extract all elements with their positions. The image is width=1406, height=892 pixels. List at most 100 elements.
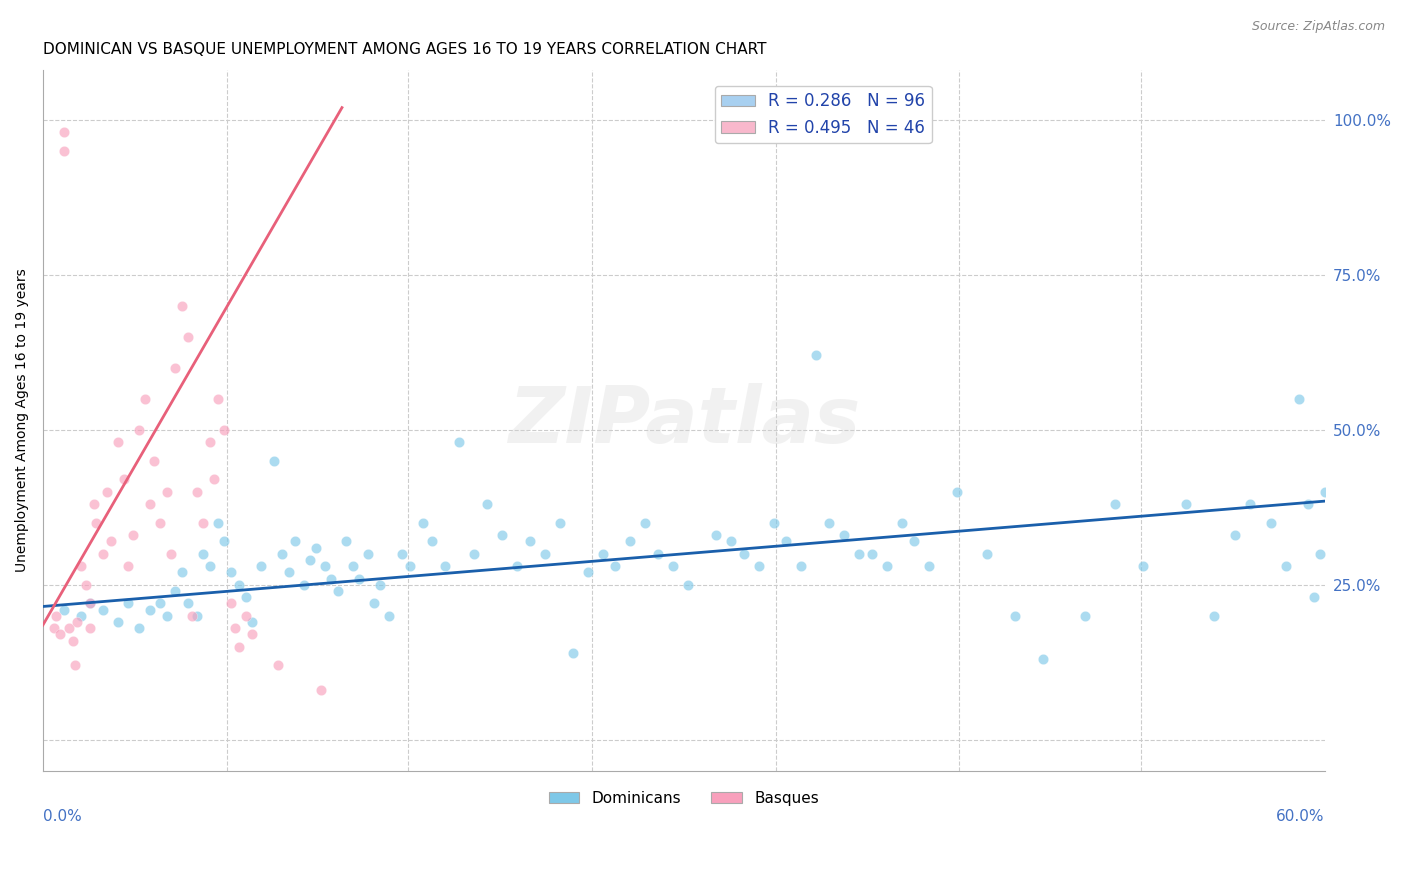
Point — [219, 596, 242, 610]
Point — [263, 454, 285, 468]
Point — [117, 596, 139, 610]
Point — [1104, 497, 1126, 511]
Point — [309, 683, 332, 698]
Point — [326, 584, 349, 599]
Point — [305, 541, 328, 555]
Point — [165, 360, 187, 375]
Point — [186, 608, 208, 623]
Point — [1260, 516, 1282, 530]
Point — [156, 484, 179, 499]
Point — [1202, 608, 1225, 623]
Point — [284, 534, 307, 549]
Point — [890, 516, 912, 530]
Point — [156, 608, 179, 623]
Point — [186, 484, 208, 499]
Point — [1275, 559, 1298, 574]
Point — [165, 584, 187, 599]
Point — [191, 547, 214, 561]
Point — [1074, 608, 1097, 623]
Point — [1239, 497, 1261, 511]
Point — [58, 621, 80, 635]
Point — [79, 621, 101, 635]
Point — [592, 547, 614, 561]
Point — [1303, 590, 1326, 604]
Point — [832, 528, 855, 542]
Point — [202, 472, 225, 486]
Point — [240, 615, 263, 629]
Point — [775, 534, 797, 549]
Point — [298, 553, 321, 567]
Point — [214, 423, 236, 437]
Point — [876, 559, 898, 574]
Point — [249, 559, 271, 574]
Point — [112, 472, 135, 486]
Point — [219, 566, 242, 580]
Point — [240, 627, 263, 641]
Point — [1132, 559, 1154, 574]
Point — [66, 615, 89, 629]
Point — [391, 547, 413, 561]
Point — [277, 566, 299, 580]
Point — [100, 534, 122, 549]
Point — [128, 423, 150, 437]
Point — [79, 596, 101, 610]
Point — [235, 590, 257, 604]
Point — [576, 566, 599, 580]
Point — [321, 572, 343, 586]
Point — [177, 330, 200, 344]
Point — [363, 596, 385, 610]
Point — [704, 528, 727, 542]
Point — [198, 559, 221, 574]
Point — [42, 621, 65, 635]
Point — [762, 516, 785, 530]
Point — [128, 621, 150, 635]
Text: DOMINICAN VS BASQUE UNEMPLOYMENT AMONG AGES 16 TO 19 YEARS CORRELATION CHART: DOMINICAN VS BASQUE UNEMPLOYMENT AMONG A… — [44, 42, 766, 57]
Point — [491, 528, 513, 542]
Point — [634, 516, 657, 530]
Point — [399, 559, 422, 574]
Point — [107, 615, 129, 629]
Point — [848, 547, 870, 561]
Point — [946, 484, 969, 499]
Point — [662, 559, 685, 574]
Point — [75, 578, 97, 592]
Point — [235, 608, 257, 623]
Point — [335, 534, 357, 549]
Point — [1309, 547, 1331, 561]
Point — [121, 528, 143, 542]
Point — [228, 578, 250, 592]
Point — [170, 299, 193, 313]
Point — [676, 578, 699, 592]
Point — [91, 602, 114, 616]
Point — [207, 392, 229, 406]
Point — [976, 547, 998, 561]
Point — [83, 497, 105, 511]
Point — [149, 516, 172, 530]
Point — [378, 608, 401, 623]
Point — [1004, 608, 1026, 623]
Point — [790, 559, 813, 574]
Point — [605, 559, 627, 574]
Point — [134, 392, 156, 406]
Point — [96, 484, 118, 499]
Point — [191, 516, 214, 530]
Point — [271, 547, 294, 561]
Point — [198, 435, 221, 450]
Point — [420, 534, 443, 549]
Point — [149, 596, 172, 610]
Text: 0.0%: 0.0% — [44, 809, 82, 824]
Point — [370, 578, 392, 592]
Point — [177, 596, 200, 610]
Point — [903, 534, 925, 549]
Point — [181, 608, 204, 623]
Point — [224, 621, 246, 635]
Text: Source: ZipAtlas.com: Source: ZipAtlas.com — [1251, 20, 1385, 33]
Point — [647, 547, 669, 561]
Point — [1313, 484, 1336, 499]
Point — [412, 516, 434, 530]
Point — [720, 534, 742, 549]
Point — [733, 547, 755, 561]
Point — [561, 646, 583, 660]
Point — [534, 547, 557, 561]
Point — [347, 572, 370, 586]
